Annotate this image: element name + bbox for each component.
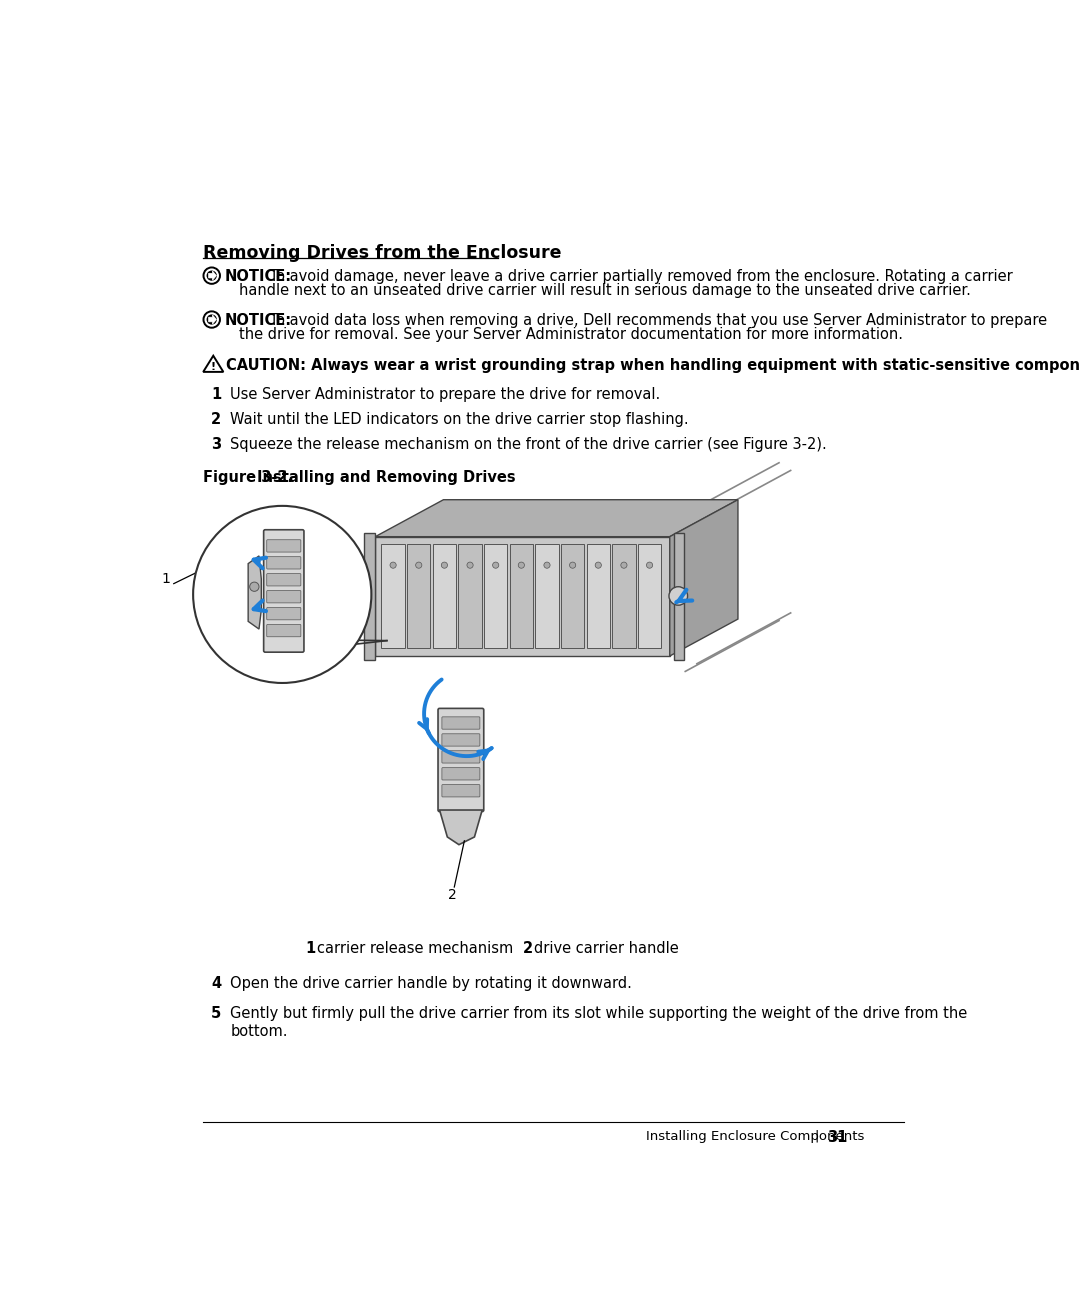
Text: To avoid damage, never leave a drive carrier partially removed from the enclosur: To avoid damage, never leave a drive car… [266,270,1013,285]
Polygon shape [203,355,224,372]
Text: NOTICE:: NOTICE: [225,270,292,285]
FancyBboxPatch shape [267,557,301,569]
Text: Installing and Removing Drives: Installing and Removing Drives [257,469,516,485]
Text: 2: 2 [523,941,532,956]
Polygon shape [364,533,375,660]
FancyBboxPatch shape [442,750,480,763]
Text: |: | [814,1130,819,1143]
Polygon shape [612,544,635,648]
Text: the drive for removal. See your Server Administrator documentation for more info: the drive for removal. See your Server A… [239,327,903,342]
Text: Figure 3-2.: Figure 3-2. [203,469,294,485]
Circle shape [193,505,372,683]
Text: 31: 31 [827,1130,848,1144]
Text: CAUTION: Always wear a wrist grounding strap when handling equipment with static: CAUTION: Always wear a wrist grounding s… [227,358,1080,373]
Polygon shape [407,544,431,648]
Text: !: ! [211,362,216,372]
Text: drive carrier handle: drive carrier handle [535,941,679,956]
Text: carrier release mechanism: carrier release mechanism [318,941,513,956]
Circle shape [249,582,259,591]
Text: NOTICE:: NOTICE: [225,314,292,328]
Text: Squeeze the release mechanism on the front of the drive carrier (see Figure 3-2): Squeeze the release mechanism on the fro… [230,437,827,452]
FancyBboxPatch shape [267,608,301,619]
Text: Open the drive carrier handle by rotating it downward.: Open the drive carrier handle by rotatin… [230,976,632,990]
Polygon shape [586,544,610,648]
Circle shape [390,562,396,568]
Text: 5: 5 [211,1007,221,1021]
FancyBboxPatch shape [267,574,301,586]
FancyBboxPatch shape [442,767,480,780]
Text: 2: 2 [448,888,457,902]
FancyBboxPatch shape [264,530,303,652]
Text: 4: 4 [211,976,221,990]
Polygon shape [670,500,738,656]
Text: 1: 1 [211,386,221,402]
Circle shape [621,562,627,568]
Polygon shape [208,315,216,324]
FancyBboxPatch shape [438,709,484,811]
Polygon shape [458,544,482,648]
Circle shape [569,562,576,568]
FancyBboxPatch shape [442,784,480,797]
Text: handle next to an unseated drive carrier will result in serious damage to the un: handle next to an unseated drive carrier… [239,284,971,298]
Circle shape [669,587,688,605]
Polygon shape [375,537,670,656]
Circle shape [203,311,220,328]
Polygon shape [433,544,456,648]
Polygon shape [208,271,216,280]
Polygon shape [674,533,684,660]
Circle shape [205,270,218,281]
Text: 1: 1 [306,941,315,956]
Polygon shape [510,544,534,648]
Polygon shape [484,544,508,648]
Text: Removing Drives from the Enclosure: Removing Drives from the Enclosure [203,244,562,262]
FancyBboxPatch shape [442,734,480,746]
Text: Installing Enclosure Components: Installing Enclosure Components [647,1130,865,1143]
Circle shape [518,562,525,568]
Polygon shape [248,556,261,629]
Circle shape [544,562,550,568]
Polygon shape [375,500,738,537]
Circle shape [467,562,473,568]
Polygon shape [536,544,558,648]
FancyBboxPatch shape [267,539,301,552]
Polygon shape [638,544,661,648]
Circle shape [492,562,499,568]
Text: To avoid data loss when removing a drive, Dell recommends that you use Server Ad: To avoid data loss when removing a drive… [266,314,1048,328]
Polygon shape [561,544,584,648]
Circle shape [416,562,422,568]
Circle shape [647,562,652,568]
Polygon shape [440,810,482,845]
Text: 1: 1 [162,572,171,586]
FancyBboxPatch shape [267,625,301,636]
Circle shape [442,562,447,568]
Text: Wait until the LED indicators on the drive carrier stop flashing.: Wait until the LED indicators on the dri… [230,412,689,426]
Text: Use Server Administrator to prepare the drive for removal.: Use Server Administrator to prepare the … [230,386,661,402]
FancyBboxPatch shape [267,591,301,603]
Text: Gently but firmly pull the drive carrier from its slot while supporting the weig: Gently but firmly pull the drive carrier… [230,1007,968,1039]
Circle shape [595,562,602,568]
Polygon shape [381,544,405,648]
Text: 3: 3 [211,437,221,452]
FancyBboxPatch shape [442,717,480,730]
Text: 2: 2 [211,412,221,426]
Circle shape [205,314,218,325]
Circle shape [203,267,220,284]
